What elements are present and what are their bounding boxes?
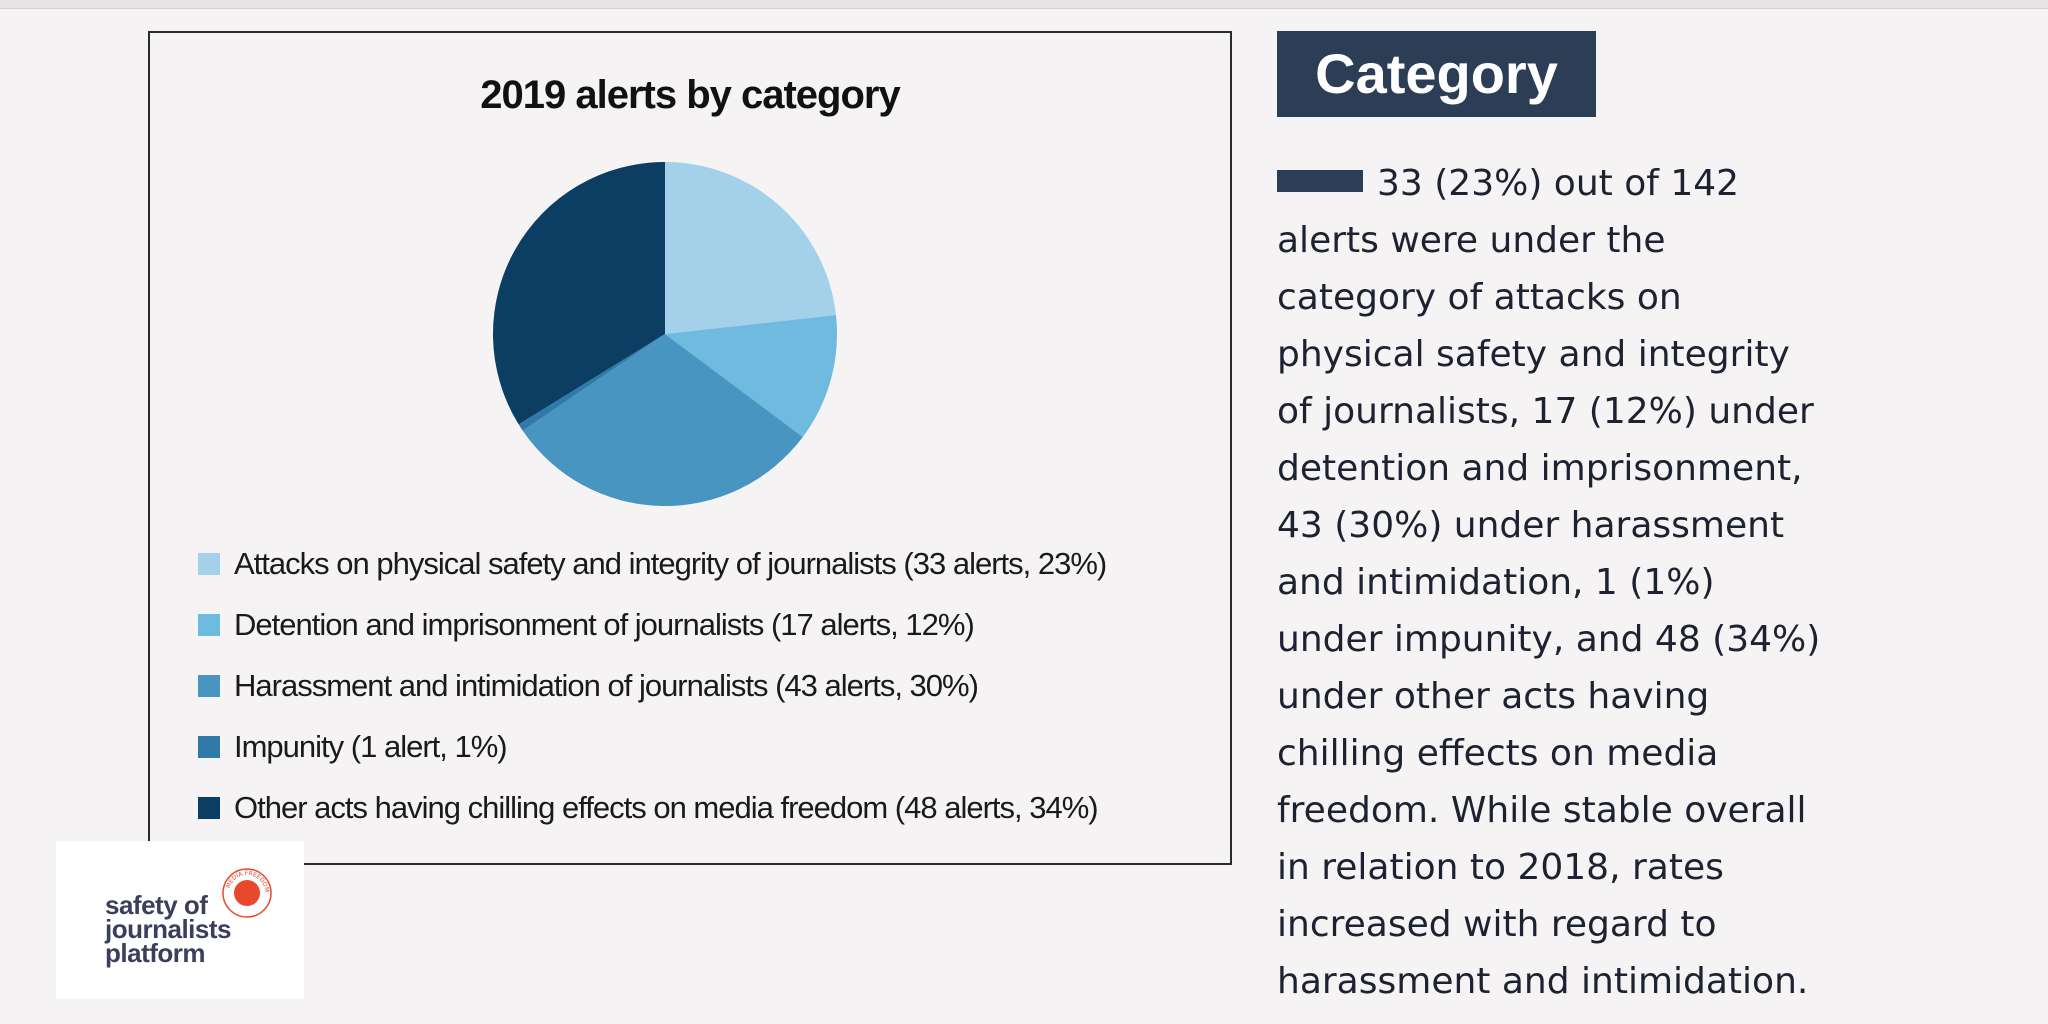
description-line: increased with regard to <box>1277 904 1717 945</box>
legend-swatch <box>198 674 220 697</box>
pie-chart <box>492 162 838 507</box>
description-line: physical safety and integrity <box>1277 334 1790 375</box>
description-line: of journalists, 17 (12%) under <box>1277 391 1814 432</box>
pie-slice-2 <box>665 315 838 437</box>
legend-item-4: Impunity (1 alert, 1%) <box>198 716 1106 777</box>
category-heading: Category <box>1277 31 1596 117</box>
description-line: category of attacks on <box>1277 277 1682 318</box>
legend-label: Harassment and intimidation of journalis… <box>234 667 979 703</box>
description-line: under other acts having <box>1277 676 1710 717</box>
description-line: 33 (23%) out of 142 <box>1277 155 1897 212</box>
chart-title: 2019 alerts by category <box>480 73 900 117</box>
logo-line-3: platform <box>105 938 205 968</box>
legend-item-3: Harassment and intimidation of journalis… <box>198 655 1106 716</box>
legend-swatch <box>198 552 220 575</box>
description-line: alerts were under the <box>1277 220 1666 261</box>
logo-wordmark: safety of journalists platform <box>105 890 231 968</box>
pie-slice-1 <box>665 162 836 334</box>
category-description: 33 (23%) out of 142 alerts were under th… <box>1277 155 1897 1010</box>
legend-label: Detention and imprisonment of journalist… <box>234 606 975 642</box>
legend-swatch <box>198 796 220 819</box>
description-line: harassment and intimidation. <box>1277 961 1809 1002</box>
description-line: 43 (30%) under harassment <box>1277 505 1785 546</box>
description-line: detention and imprisonment, <box>1277 448 1803 489</box>
logo-line-2: journalists <box>105 914 231 944</box>
description-line: chilling effects on media <box>1277 733 1719 774</box>
legend-label: Attacks on physical safety and integrity… <box>234 545 1107 581</box>
pie-slice-4 <box>518 334 665 431</box>
legend-swatch <box>198 735 220 758</box>
pie-slice-3 <box>522 334 803 507</box>
chart-legend: Attacks on physical safety and integrity… <box>198 533 1107 838</box>
legend-item-2: Detention and imprisonment of journalist… <box>198 594 1106 655</box>
legend-swatch <box>198 613 220 636</box>
legend-label: Other acts having chilling effects on me… <box>234 789 1099 825</box>
legend-label: Impunity (1 alert, 1%) <box>234 728 508 764</box>
legend-item-5: Other acts having chilling effects on me… <box>198 777 1106 838</box>
description-line: under impunity, and 48 (34%) <box>1277 619 1821 660</box>
logo-line-1: safety of <box>105 890 208 920</box>
description-line: and intimidation, 1 (1%) <box>1277 562 1715 603</box>
description-line: in relation to 2018, rates <box>1277 847 1724 888</box>
legend-item-1: Attacks on physical safety and integrity… <box>198 533 1107 594</box>
pie-slice-5 <box>492 162 665 425</box>
top-border <box>0 0 2048 9</box>
description-line: freedom. While stable overall <box>1277 790 1807 831</box>
platform-logo: MEDIA FREEDOM safety of journalists plat… <box>56 841 304 999</box>
description-bar-icon <box>1277 170 1363 192</box>
media-freedom-seal-icon: MEDIA FREEDOM <box>222 868 272 918</box>
chart-frame: 2019 alerts by category Attacks on physi… <box>148 31 1232 865</box>
